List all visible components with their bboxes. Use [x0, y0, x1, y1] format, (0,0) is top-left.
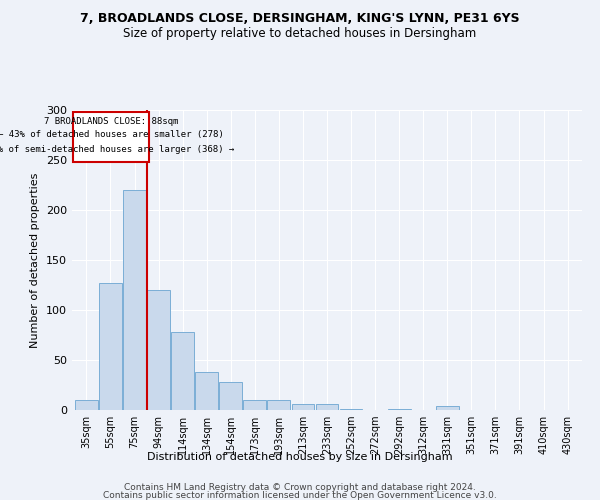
FancyBboxPatch shape	[73, 112, 149, 162]
Bar	[147, 290, 170, 410]
Bar	[220, 382, 242, 410]
Bar	[292, 404, 314, 410]
Text: Size of property relative to detached houses in Dersingham: Size of property relative to detached ho…	[124, 28, 476, 40]
Text: 7, BROADLANDS CLOSE, DERSINGHAM, KING'S LYNN, PE31 6YS: 7, BROADLANDS CLOSE, DERSINGHAM, KING'S …	[80, 12, 520, 26]
Text: ← 43% of detached houses are smaller (278): ← 43% of detached houses are smaller (27…	[0, 130, 224, 140]
Text: Distribution of detached houses by size in Dersingham: Distribution of detached houses by size …	[147, 452, 453, 462]
Bar	[340, 409, 362, 410]
Text: Contains HM Land Registry data © Crown copyright and database right 2024.: Contains HM Land Registry data © Crown c…	[124, 483, 476, 492]
Text: 56% of semi-detached houses are larger (368) →: 56% of semi-detached houses are larger (…	[0, 146, 235, 154]
Bar	[99, 283, 122, 410]
Bar	[268, 400, 290, 410]
Bar	[123, 190, 146, 410]
Bar	[244, 400, 266, 410]
Bar	[171, 332, 194, 410]
Bar	[195, 372, 218, 410]
Bar	[316, 404, 338, 410]
Bar	[75, 400, 98, 410]
Y-axis label: Number of detached properties: Number of detached properties	[31, 172, 40, 348]
Text: 7 BROADLANDS CLOSE: 88sqm: 7 BROADLANDS CLOSE: 88sqm	[44, 117, 178, 126]
Text: Contains public sector information licensed under the Open Government Licence v3: Contains public sector information licen…	[103, 492, 497, 500]
Bar	[388, 409, 410, 410]
Bar	[436, 406, 459, 410]
